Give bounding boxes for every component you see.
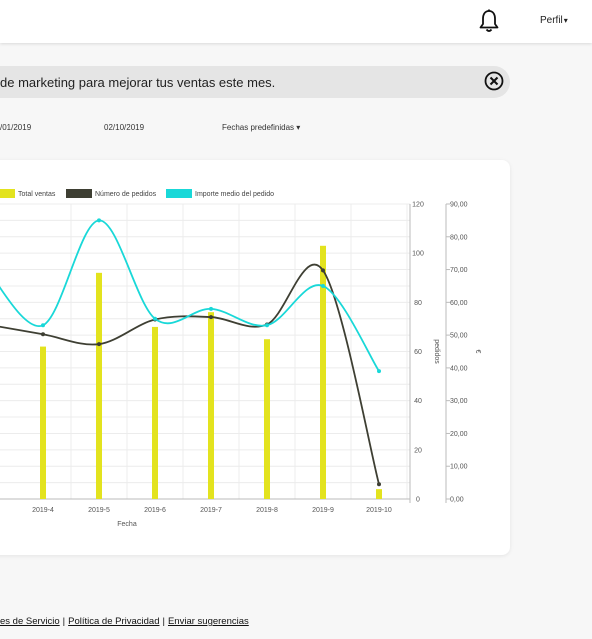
bar-total-ventas	[320, 245, 326, 499]
top-bar: Perfil▾	[0, 0, 592, 43]
y-left-tick-label: 120	[412, 202, 424, 209]
y-left-tick-label: 20	[414, 447, 422, 454]
x-tick-label: 2019-6	[144, 507, 166, 514]
footer-separator: |	[62, 616, 66, 627]
point-numero-pedidos	[321, 268, 325, 273]
bar-total-ventas	[152, 326, 158, 499]
y-left-tick-label: 100	[412, 251, 424, 258]
banner-text: de marketing para mejorar tus ventas est…	[0, 75, 276, 90]
y-left-tick-label: 80	[414, 300, 422, 307]
x-axis-title: Fecha	[117, 521, 137, 528]
point-numero-pedidos	[41, 332, 45, 337]
line-importe-medio	[0, 219, 380, 372]
y-right-tick-label: 60,00	[450, 300, 468, 307]
y-right-tick-label: 70,00	[450, 267, 468, 274]
footer-link-feedback[interactable]: Enviar sugerencias	[167, 616, 249, 627]
footer-separator: |	[162, 616, 165, 627]
y-right-tick-label: 50,00	[450, 333, 468, 340]
bell-icon[interactable]	[478, 9, 500, 33]
point-importe-medio	[153, 316, 157, 321]
point-numero-pedidos	[97, 342, 101, 347]
close-circle-icon[interactable]	[484, 71, 504, 91]
legend-swatch	[0, 189, 15, 198]
y-right-tick-label: 40,00	[450, 365, 468, 372]
footer-link-terms[interactable]: es de Servicio	[0, 616, 60, 627]
point-numero-pedidos	[209, 315, 213, 320]
chart-card	[0, 160, 510, 555]
y-left-tick-label: 0	[416, 497, 420, 504]
point-numero-pedidos	[377, 482, 381, 487]
marketing-banner	[0, 66, 510, 98]
legend-label: Número de pedidos	[95, 191, 157, 198]
y-right-tick-label: 90,00	[450, 202, 468, 209]
bar-total-ventas	[96, 272, 102, 499]
chevron-down-icon: ▾	[563, 16, 568, 25]
date-presets-dropdown[interactable]: Fechas predefinidas ▾	[222, 123, 301, 132]
footer-link-privacy[interactable]: Política de Privacidad	[68, 616, 160, 627]
legend-label: Importe medio del pedido	[195, 191, 274, 198]
x-tick-label: 2019-5	[88, 507, 110, 514]
point-importe-medio	[377, 369, 381, 374]
x-tick-label: 2019-7	[200, 507, 222, 514]
x-tick-label: 2019-4	[32, 507, 54, 514]
legend-swatch	[66, 189, 92, 198]
point-importe-medio	[97, 218, 101, 223]
profile-label: Perfil	[540, 15, 563, 26]
bar-total-ventas	[264, 339, 270, 499]
legend-label: Total ventas	[18, 191, 56, 198]
point-importe-medio	[265, 323, 269, 328]
profile-menu[interactable]: Perfil▾	[540, 15, 568, 26]
date-from-field[interactable]: /01/2019	[0, 123, 32, 132]
y-left-axis-title: pedidos	[433, 339, 440, 364]
bar-total-ventas	[208, 312, 214, 499]
date-to-field[interactable]: 02/10/2019	[104, 123, 145, 132]
y-right-tick-label: 0,00	[450, 497, 464, 504]
legend-swatch	[166, 189, 192, 198]
y-right-tick-label: 30,00	[450, 398, 468, 405]
x-tick-label: 2019-10	[366, 507, 392, 514]
y-left-tick-label: 60	[414, 349, 422, 356]
y-right-tick-label: 10,00	[450, 464, 468, 471]
bar-total-ventas	[376, 489, 382, 499]
footer: es de Servicio | Política de Privacidad | En…	[0, 616, 249, 627]
y-right-tick-label: 20,00	[450, 431, 468, 438]
y-right-tick-label: 80,00	[450, 234, 468, 241]
x-tick-label: 2019-8	[256, 507, 278, 514]
point-importe-medio	[209, 306, 213, 311]
point-importe-medio	[41, 323, 45, 328]
point-importe-medio	[321, 283, 325, 288]
x-tick-label: 2019-9	[312, 507, 334, 514]
bar-total-ventas	[40, 346, 46, 499]
y-left-tick-label: 40	[414, 398, 422, 405]
y-right-axis-title: €	[474, 350, 481, 354]
